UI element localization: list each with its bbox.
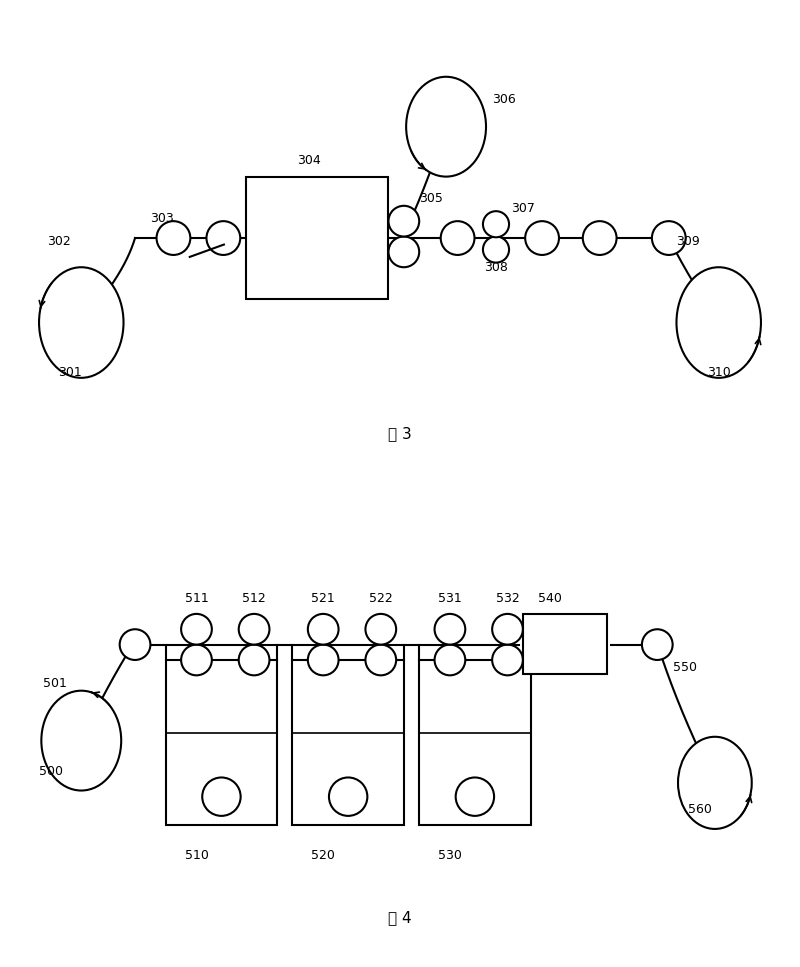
Circle shape <box>441 221 474 255</box>
Bar <box>293 659 404 825</box>
Text: 306: 306 <box>492 93 516 106</box>
Circle shape <box>157 221 190 255</box>
Text: 310: 310 <box>707 366 731 379</box>
Text: 532: 532 <box>496 592 519 604</box>
Circle shape <box>483 211 509 237</box>
Ellipse shape <box>42 690 122 791</box>
Text: 522: 522 <box>369 592 393 604</box>
Text: 520: 520 <box>311 849 335 863</box>
Circle shape <box>206 221 240 255</box>
Ellipse shape <box>406 76 486 177</box>
Circle shape <box>652 221 686 255</box>
Text: 304: 304 <box>298 155 322 167</box>
Text: 图 3: 图 3 <box>388 426 412 441</box>
Text: 531: 531 <box>438 592 462 604</box>
Circle shape <box>389 237 419 267</box>
Text: 560: 560 <box>688 804 712 816</box>
Circle shape <box>308 614 338 645</box>
Text: 303: 303 <box>150 213 174 225</box>
Bar <box>523 614 607 674</box>
Circle shape <box>434 645 466 675</box>
Text: 307: 307 <box>511 202 535 216</box>
Circle shape <box>434 614 466 645</box>
Bar <box>246 177 389 300</box>
Bar <box>166 659 277 825</box>
Circle shape <box>366 614 396 645</box>
Text: 550: 550 <box>673 661 697 674</box>
Text: 308: 308 <box>485 261 508 274</box>
Circle shape <box>181 645 212 675</box>
Text: 图 4: 图 4 <box>388 910 412 924</box>
Ellipse shape <box>39 267 123 378</box>
Circle shape <box>238 645 270 675</box>
Text: 521: 521 <box>311 592 335 604</box>
Text: 301: 301 <box>58 366 82 379</box>
Circle shape <box>366 645 396 675</box>
Circle shape <box>389 206 419 237</box>
Text: 302: 302 <box>46 235 70 249</box>
Circle shape <box>492 614 523 645</box>
Circle shape <box>483 237 509 263</box>
Bar <box>419 659 530 825</box>
Text: 511: 511 <box>185 592 208 604</box>
Circle shape <box>525 221 559 255</box>
Circle shape <box>492 645 523 675</box>
Text: 500: 500 <box>39 765 63 777</box>
Ellipse shape <box>677 267 761 378</box>
Circle shape <box>181 614 212 645</box>
Circle shape <box>329 777 367 816</box>
Circle shape <box>202 777 241 816</box>
Polygon shape <box>189 245 225 257</box>
Circle shape <box>582 221 617 255</box>
Text: 309: 309 <box>677 235 700 249</box>
Text: 540: 540 <box>538 592 562 604</box>
Text: 512: 512 <box>242 592 266 604</box>
Text: 510: 510 <box>185 849 209 863</box>
Circle shape <box>120 630 150 659</box>
Circle shape <box>456 777 494 816</box>
Text: 501: 501 <box>43 677 66 689</box>
Circle shape <box>642 630 673 659</box>
Circle shape <box>238 614 270 645</box>
Circle shape <box>308 645 338 675</box>
Ellipse shape <box>678 737 752 829</box>
Text: 530: 530 <box>438 849 462 863</box>
Text: 305: 305 <box>419 191 443 205</box>
